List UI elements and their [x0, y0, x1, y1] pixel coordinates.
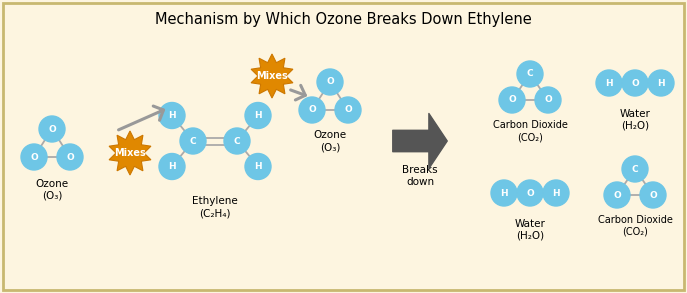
Text: O: O [544, 96, 552, 105]
Text: Ozone: Ozone [313, 130, 346, 140]
Circle shape [159, 154, 185, 180]
Circle shape [245, 154, 271, 180]
Circle shape [245, 103, 271, 129]
Text: (O₃): (O₃) [42, 191, 63, 201]
Text: Carbon Dioxide: Carbon Dioxide [493, 120, 567, 130]
Text: Ozone: Ozone [36, 179, 69, 189]
Text: (H₂O): (H₂O) [621, 121, 649, 131]
Circle shape [224, 128, 250, 154]
Text: Carbon Dioxide: Carbon Dioxide [598, 215, 673, 225]
Text: C: C [234, 137, 240, 146]
Text: Mixes: Mixes [256, 71, 288, 81]
Text: Ethylene: Ethylene [192, 196, 238, 206]
Text: H: H [657, 79, 665, 88]
Text: O: O [613, 190, 621, 200]
Text: Breaks
down: Breaks down [402, 165, 438, 187]
Circle shape [517, 61, 543, 87]
Text: O: O [48, 125, 56, 134]
Circle shape [159, 103, 185, 129]
Circle shape [317, 69, 343, 95]
Text: H: H [552, 188, 560, 197]
Text: O: O [308, 105, 316, 115]
Text: Water: Water [620, 109, 651, 119]
Text: O: O [631, 79, 639, 88]
Circle shape [604, 182, 630, 208]
Circle shape [499, 87, 525, 113]
Text: C: C [190, 137, 196, 146]
Text: C: C [631, 164, 638, 173]
Circle shape [640, 182, 666, 208]
Text: O: O [526, 188, 534, 197]
Text: O: O [326, 78, 334, 86]
Text: H: H [605, 79, 613, 88]
Text: H: H [168, 111, 176, 120]
Polygon shape [251, 54, 293, 98]
Text: H: H [254, 111, 262, 120]
Text: O: O [66, 152, 74, 161]
Text: O: O [649, 190, 657, 200]
Text: O: O [30, 152, 38, 161]
Text: (O₃): (O₃) [320, 142, 340, 152]
Text: (CO₂): (CO₂) [517, 132, 543, 142]
Circle shape [491, 180, 517, 206]
Text: Mechanism by Which Ozone Breaks Down Ethylene: Mechanism by Which Ozone Breaks Down Eth… [155, 12, 532, 27]
Circle shape [648, 70, 674, 96]
Text: (H₂O): (H₂O) [516, 231, 544, 241]
Text: Water: Water [515, 219, 545, 229]
Circle shape [299, 97, 325, 123]
Circle shape [596, 70, 622, 96]
Text: Mixes: Mixes [114, 148, 146, 158]
Circle shape [21, 144, 47, 170]
Circle shape [543, 180, 569, 206]
Text: O: O [344, 105, 352, 115]
Text: (C₂H₄): (C₂H₄) [199, 208, 231, 218]
Circle shape [57, 144, 83, 170]
Text: (CO₂): (CO₂) [622, 227, 648, 237]
FancyBboxPatch shape [3, 3, 684, 290]
Polygon shape [109, 131, 151, 175]
Text: O: O [508, 96, 516, 105]
Circle shape [622, 156, 648, 182]
Circle shape [180, 128, 206, 154]
Text: H: H [254, 162, 262, 171]
Text: C: C [527, 69, 533, 79]
Circle shape [335, 97, 361, 123]
Circle shape [39, 116, 65, 142]
Text: H: H [168, 162, 176, 171]
Text: H: H [500, 188, 508, 197]
Circle shape [622, 70, 648, 96]
Circle shape [535, 87, 561, 113]
Circle shape [517, 180, 543, 206]
